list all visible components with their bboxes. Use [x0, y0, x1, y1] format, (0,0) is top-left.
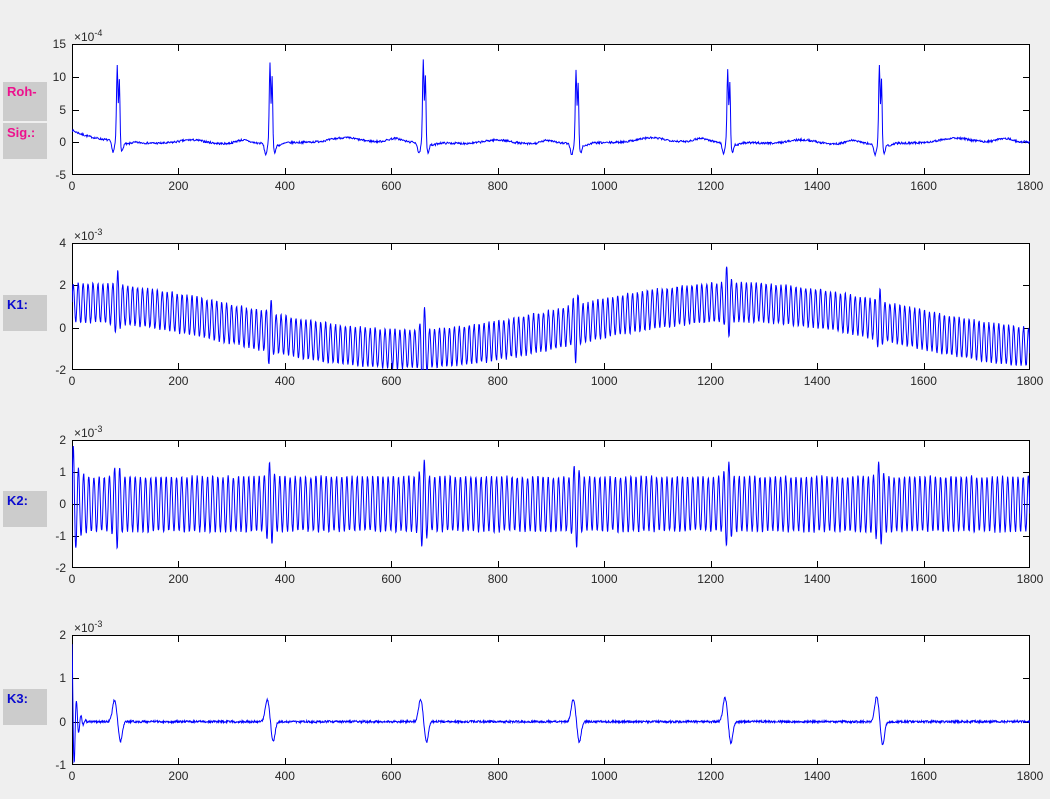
x-tick-label: 1200	[697, 374, 724, 388]
label-sig: Sig.:	[3, 123, 47, 159]
x-tick-label: 1400	[803, 374, 831, 388]
signal-trace	[72, 59, 1030, 158]
y-tick-label: 5	[59, 102, 66, 117]
label-roh: Roh-	[3, 82, 47, 121]
x-tick-label: 1600	[910, 769, 937, 783]
x-tick-label: 0	[68, 374, 76, 388]
x-tick-label: 1200	[697, 769, 724, 783]
axis-exponent-label: ×10-3	[74, 423, 102, 440]
signal-trace	[72, 266, 1030, 370]
x-tick-label: 1000	[590, 374, 618, 388]
x-tick-label: 1800	[1016, 572, 1044, 586]
exponent-power: -3	[94, 619, 103, 629]
x-tick-label: 1800	[1016, 769, 1044, 783]
x-tick-label: 400	[274, 572, 295, 586]
x-tick-label: 400	[274, 179, 295, 193]
x-tick-label: 200	[168, 572, 189, 586]
y-tick-label: 2	[59, 628, 66, 642]
x-tick-label: 200	[168, 179, 189, 193]
label-k1: K1:	[3, 295, 47, 331]
plot-canvas	[72, 243, 1030, 370]
y-tick-label: 0	[59, 135, 66, 150]
y-tick-label: -5	[55, 168, 66, 182]
subplot-k1: 4 2 0 -2 0 200 400 600 800 1000 1200 1400 1600 1800 ×1…	[55, 227, 1043, 388]
x-tick-label: 1600	[910, 179, 937, 193]
plot-canvas	[72, 44, 1030, 175]
signal-trace	[72, 644, 1030, 764]
exponent-prefix: ×10	[74, 621, 95, 635]
x-tick-label: 1200	[697, 179, 724, 193]
label-roh-text: Roh-	[7, 84, 37, 99]
exponent-prefix: ×10	[74, 426, 95, 440]
x-tick-label: 800	[487, 769, 508, 783]
y-tick-label: 4	[59, 236, 66, 250]
x-tick-label: 800	[487, 374, 508, 388]
x-tick-label: 1000	[590, 179, 618, 193]
x-tick-label: 1800	[1016, 179, 1044, 193]
y-tick-label: -2	[55, 363, 66, 377]
x-tick-label: 800	[487, 179, 508, 193]
axis-exponent-label: ×10-3	[74, 618, 102, 635]
exponent-power: -3	[94, 227, 103, 237]
plot-canvas	[72, 635, 1030, 765]
x-tick-label: 1000	[590, 769, 618, 783]
subplot-k3: 2 1 0 -1 0 200 400 600 800 1000 1200 1400 1600 1800 ×1…	[55, 619, 1043, 783]
exponent-power: -3	[94, 424, 103, 434]
y-tick-label: -1	[55, 758, 66, 772]
x-tick-label: 1400	[803, 179, 831, 193]
subplot-roh-signal: 15 10 5 0 -5 0 200 400 600 800 1000 1200 1400 1600 180…	[53, 28, 1044, 193]
x-tick-label: 1200	[697, 572, 724, 586]
x-tick-label: 400	[274, 374, 295, 388]
y-tick-label: 0	[59, 497, 66, 511]
signal-trace	[72, 446, 1030, 550]
y-tick-label: 0	[59, 714, 66, 729]
axes-box	[72, 635, 1030, 765]
axes-box	[72, 44, 1030, 175]
exponent-prefix: ×10	[74, 229, 95, 243]
x-tick-label: 200	[168, 769, 189, 783]
label-k1-text: K1:	[7, 297, 28, 312]
x-tick-label: 1800	[1016, 374, 1044, 388]
x-tick-label: 800	[487, 572, 508, 586]
y-tick-label: 2	[59, 433, 66, 447]
label-k3: K3:	[3, 689, 47, 725]
x-tick-label: 1600	[910, 572, 937, 586]
x-tick-label: 600	[381, 769, 402, 783]
x-tick-label: 0	[68, 769, 76, 783]
x-tick-label: 0	[68, 572, 76, 586]
label-k2-text: K2:	[7, 493, 28, 508]
subplot-k2: 2 1 0 -1 -2 0 200 400 600 800 1000 1200 1400 1600 1800…	[55, 424, 1043, 586]
y-tick-label: 1	[59, 465, 66, 479]
x-tick-label: 600	[381, 374, 402, 388]
y-tick-label: -1	[55, 529, 66, 543]
x-tick-label: 600	[381, 179, 402, 193]
x-tick-label: 200	[168, 374, 189, 388]
y-tick-label: 2	[59, 278, 66, 293]
label-k2: K2:	[3, 491, 47, 527]
label-k3-text: K3:	[7, 691, 28, 706]
x-tick-label: 1000	[590, 572, 618, 586]
y-tick-label: 10	[52, 69, 66, 84]
x-tick-label: 1400	[803, 769, 831, 783]
x-tick-label: 1400	[803, 572, 831, 586]
y-tick-label: 0	[59, 320, 66, 335]
exponent-prefix: ×10	[74, 30, 95, 44]
x-tick-label: 400	[274, 769, 295, 783]
x-tick-label: 0	[68, 179, 76, 193]
axis-exponent-label: ×10-3	[74, 226, 102, 243]
label-sig-text: Sig.:	[7, 125, 36, 140]
y-tick-label: -2	[55, 561, 66, 575]
x-tick-label: 1600	[910, 374, 937, 388]
axis-exponent-label: ×10-4	[74, 27, 102, 44]
plot-canvas	[72, 440, 1030, 568]
x-tick-label: 600	[381, 572, 402, 586]
y-tick-label: 15	[52, 37, 66, 51]
exponent-power: -4	[94, 28, 103, 38]
y-tick-label: 1	[59, 671, 66, 686]
